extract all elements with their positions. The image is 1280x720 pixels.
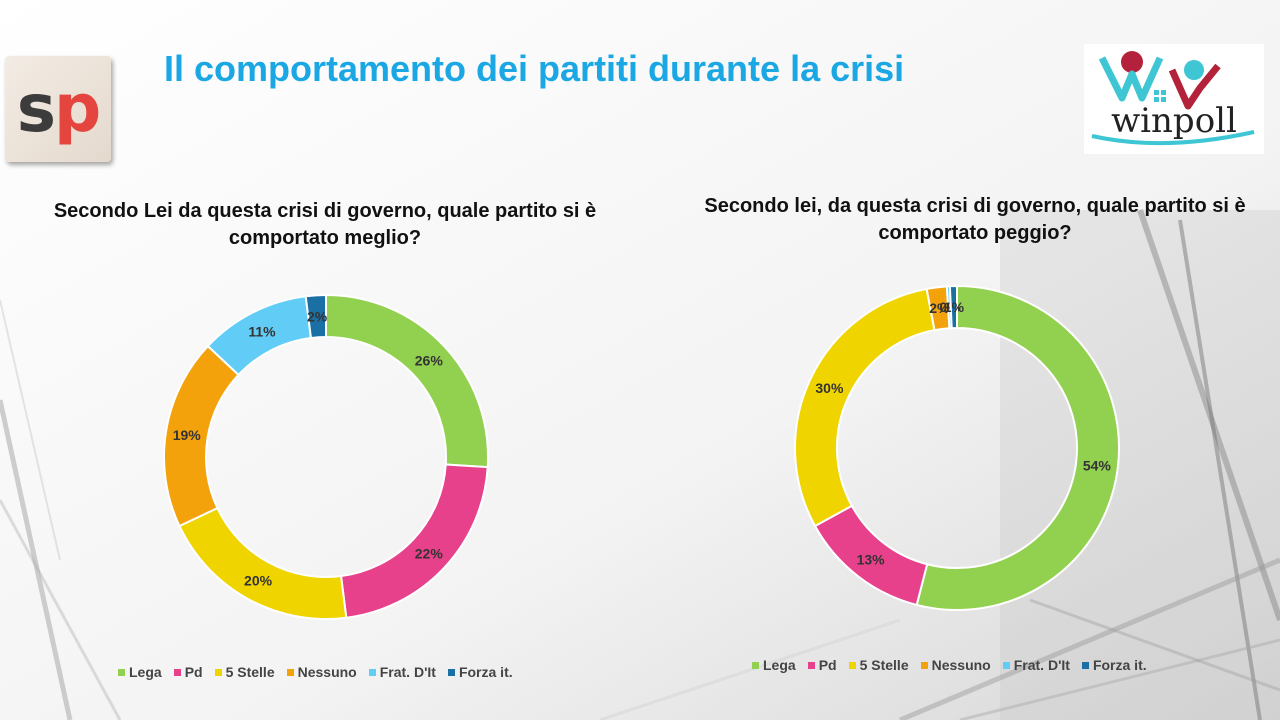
chart-right-title: Secondo lei, da questa crisi di governo,… — [704, 195, 1246, 244]
legend-item-5-stelle: 5 Stelle — [848, 657, 909, 673]
legend-item-frat-dit: Frat. D'It — [1002, 657, 1070, 673]
data-label-pd: 22% — [415, 546, 444, 562]
legend-item-frat-dit: Frat. D'It — [368, 664, 436, 680]
legend-item-forza-it: Forza it. — [447, 664, 513, 680]
winpoll-logo-text: winpoll — [1111, 101, 1237, 141]
legend-swatch-lega — [118, 668, 125, 676]
data-label-lega: 54% — [1083, 458, 1112, 474]
legend-swatch-frat-dit — [368, 668, 376, 676]
donut-slice-forza-it — [304, 293, 327, 340]
legend-meglio: Lega Pd 5 Stelle Nessuno Frat. D'It Forz… — [118, 664, 513, 680]
legend-swatch-frat-dit — [1002, 661, 1010, 669]
legend-item-5-stelle: 5 Stelle — [214, 664, 275, 680]
data-label-forza-it: 2% — [307, 308, 328, 324]
legend-item-nessuno: Nessuno — [286, 664, 357, 680]
legend-item-pd: Pd — [173, 664, 203, 680]
legend-swatch-nessuno — [920, 661, 928, 669]
donut-slice-5-stelle — [794, 287, 936, 528]
donut-slice-forza-it — [948, 284, 958, 330]
data-label-nessuno: 19% — [173, 427, 202, 443]
legend-item-forza-it: Forza it. — [1081, 657, 1147, 673]
chart-left-title: Secondo Lei da questa crisi di governo, … — [53, 200, 597, 249]
legend-swatch-5-stelle — [848, 661, 856, 669]
data-label-pd: 13% — [857, 551, 886, 567]
page-title: Il comportamento dei partiti durante la … — [164, 48, 905, 89]
winpoll-logo: winpoll — [1084, 44, 1264, 154]
data-label-frat-d-it: 11% — [248, 323, 276, 339]
legend-peggio: Lega Pd 5 Stelle Nessuno Frat. D'It Forz… — [752, 657, 1147, 673]
legend-item-lega: Lega — [118, 664, 162, 680]
donut-slice-lega — [915, 284, 1120, 611]
legend-item-lega: Lega — [752, 657, 796, 673]
legend-swatch-forza-it — [447, 668, 455, 676]
legend-swatch-pd — [173, 668, 181, 676]
legend-swatch-nessuno — [286, 668, 294, 676]
data-label-lega: 26% — [415, 352, 444, 368]
legend-swatch-pd — [807, 661, 815, 669]
legend-swatch-lega — [752, 661, 759, 669]
legend-swatch-5-stelle — [214, 668, 222, 676]
legend-item-pd: Pd — [807, 657, 837, 673]
data-label-nessuno: 2% — [929, 300, 950, 316]
legend-item-nessuno: Nessuno — [920, 657, 991, 673]
legend-swatch-forza-it — [1081, 661, 1089, 669]
data-label-5-stelle: 30% — [815, 380, 844, 396]
data-label-5-stelle: 20% — [244, 573, 273, 589]
data-label-forza-it: 1% — [944, 299, 965, 315]
